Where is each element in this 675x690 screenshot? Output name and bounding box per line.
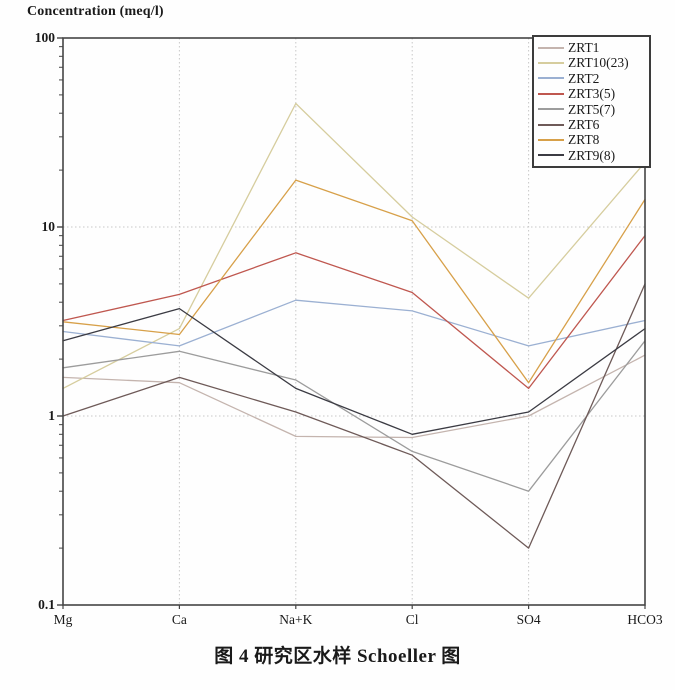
legend-item: ZRT1 — [536, 40, 645, 55]
legend-label: ZRT10(23) — [568, 55, 629, 71]
legend-item: ZRT2 — [536, 71, 645, 86]
series-line — [62, 102, 646, 390]
legend-swatch-line — [538, 123, 564, 126]
legend-label: ZRT1 — [568, 39, 600, 55]
legend: ZRT1 ZRT10(23) ZRT2 ZRT3(5) ZRT5(7) ZRT6 ZRT8 Z… — [532, 35, 651, 169]
series-line — [62, 354, 646, 439]
plot-frame — [62, 37, 646, 606]
x-tick-label: Cl — [405, 612, 419, 627]
legend-swatch-line — [538, 46, 564, 49]
series-line — [62, 299, 646, 347]
legend-label: ZRT6 — [568, 116, 600, 132]
series-line — [62, 340, 646, 492]
legend-item: ZRT5(7) — [536, 102, 645, 117]
legend-swatch-line — [538, 108, 564, 111]
legend-item: ZRT9(8) — [536, 148, 645, 163]
legend-item: ZRT6 — [536, 117, 645, 132]
x-tick-label: HCO3 — [627, 612, 663, 627]
legend-item: ZRT3(5) — [536, 86, 645, 101]
legend-swatch-line — [538, 92, 564, 95]
legend-item: ZRT8 — [536, 132, 645, 147]
legend-label: ZRT8 — [568, 132, 600, 148]
legend-label: ZRT3(5) — [568, 86, 616, 102]
x-tick-label: Ca — [171, 612, 187, 627]
figure-caption: 图 4 研究区水样 Schoeller 图 — [214, 646, 461, 667]
legend-label: ZRT9(8) — [568, 147, 616, 163]
y-tick-label: 0.1 — [38, 597, 55, 612]
x-tick-label: Na+K — [279, 612, 313, 627]
series-line — [62, 307, 646, 435]
x-tick-label: SO4 — [516, 612, 541, 627]
y-tick-label: 1 — [48, 408, 55, 423]
legend-swatch-line — [538, 154, 564, 157]
x-tick-label: Mg — [53, 612, 73, 627]
legend-swatch-line — [538, 62, 564, 65]
legend-label: ZRT2 — [568, 70, 600, 86]
series-line — [62, 179, 646, 384]
y-tick-label: 10 — [41, 219, 56, 234]
legend-item: ZRT10(23) — [536, 55, 645, 70]
y-tick-label: 100 — [34, 30, 55, 45]
legend-label: ZRT5(7) — [568, 101, 616, 117]
legend-swatch-line — [538, 77, 564, 80]
y-axis-title: Concentration (meq/l) — [27, 4, 164, 19]
series-line — [62, 234, 646, 390]
series-line — [62, 283, 646, 549]
legend-swatch-line — [538, 139, 564, 142]
